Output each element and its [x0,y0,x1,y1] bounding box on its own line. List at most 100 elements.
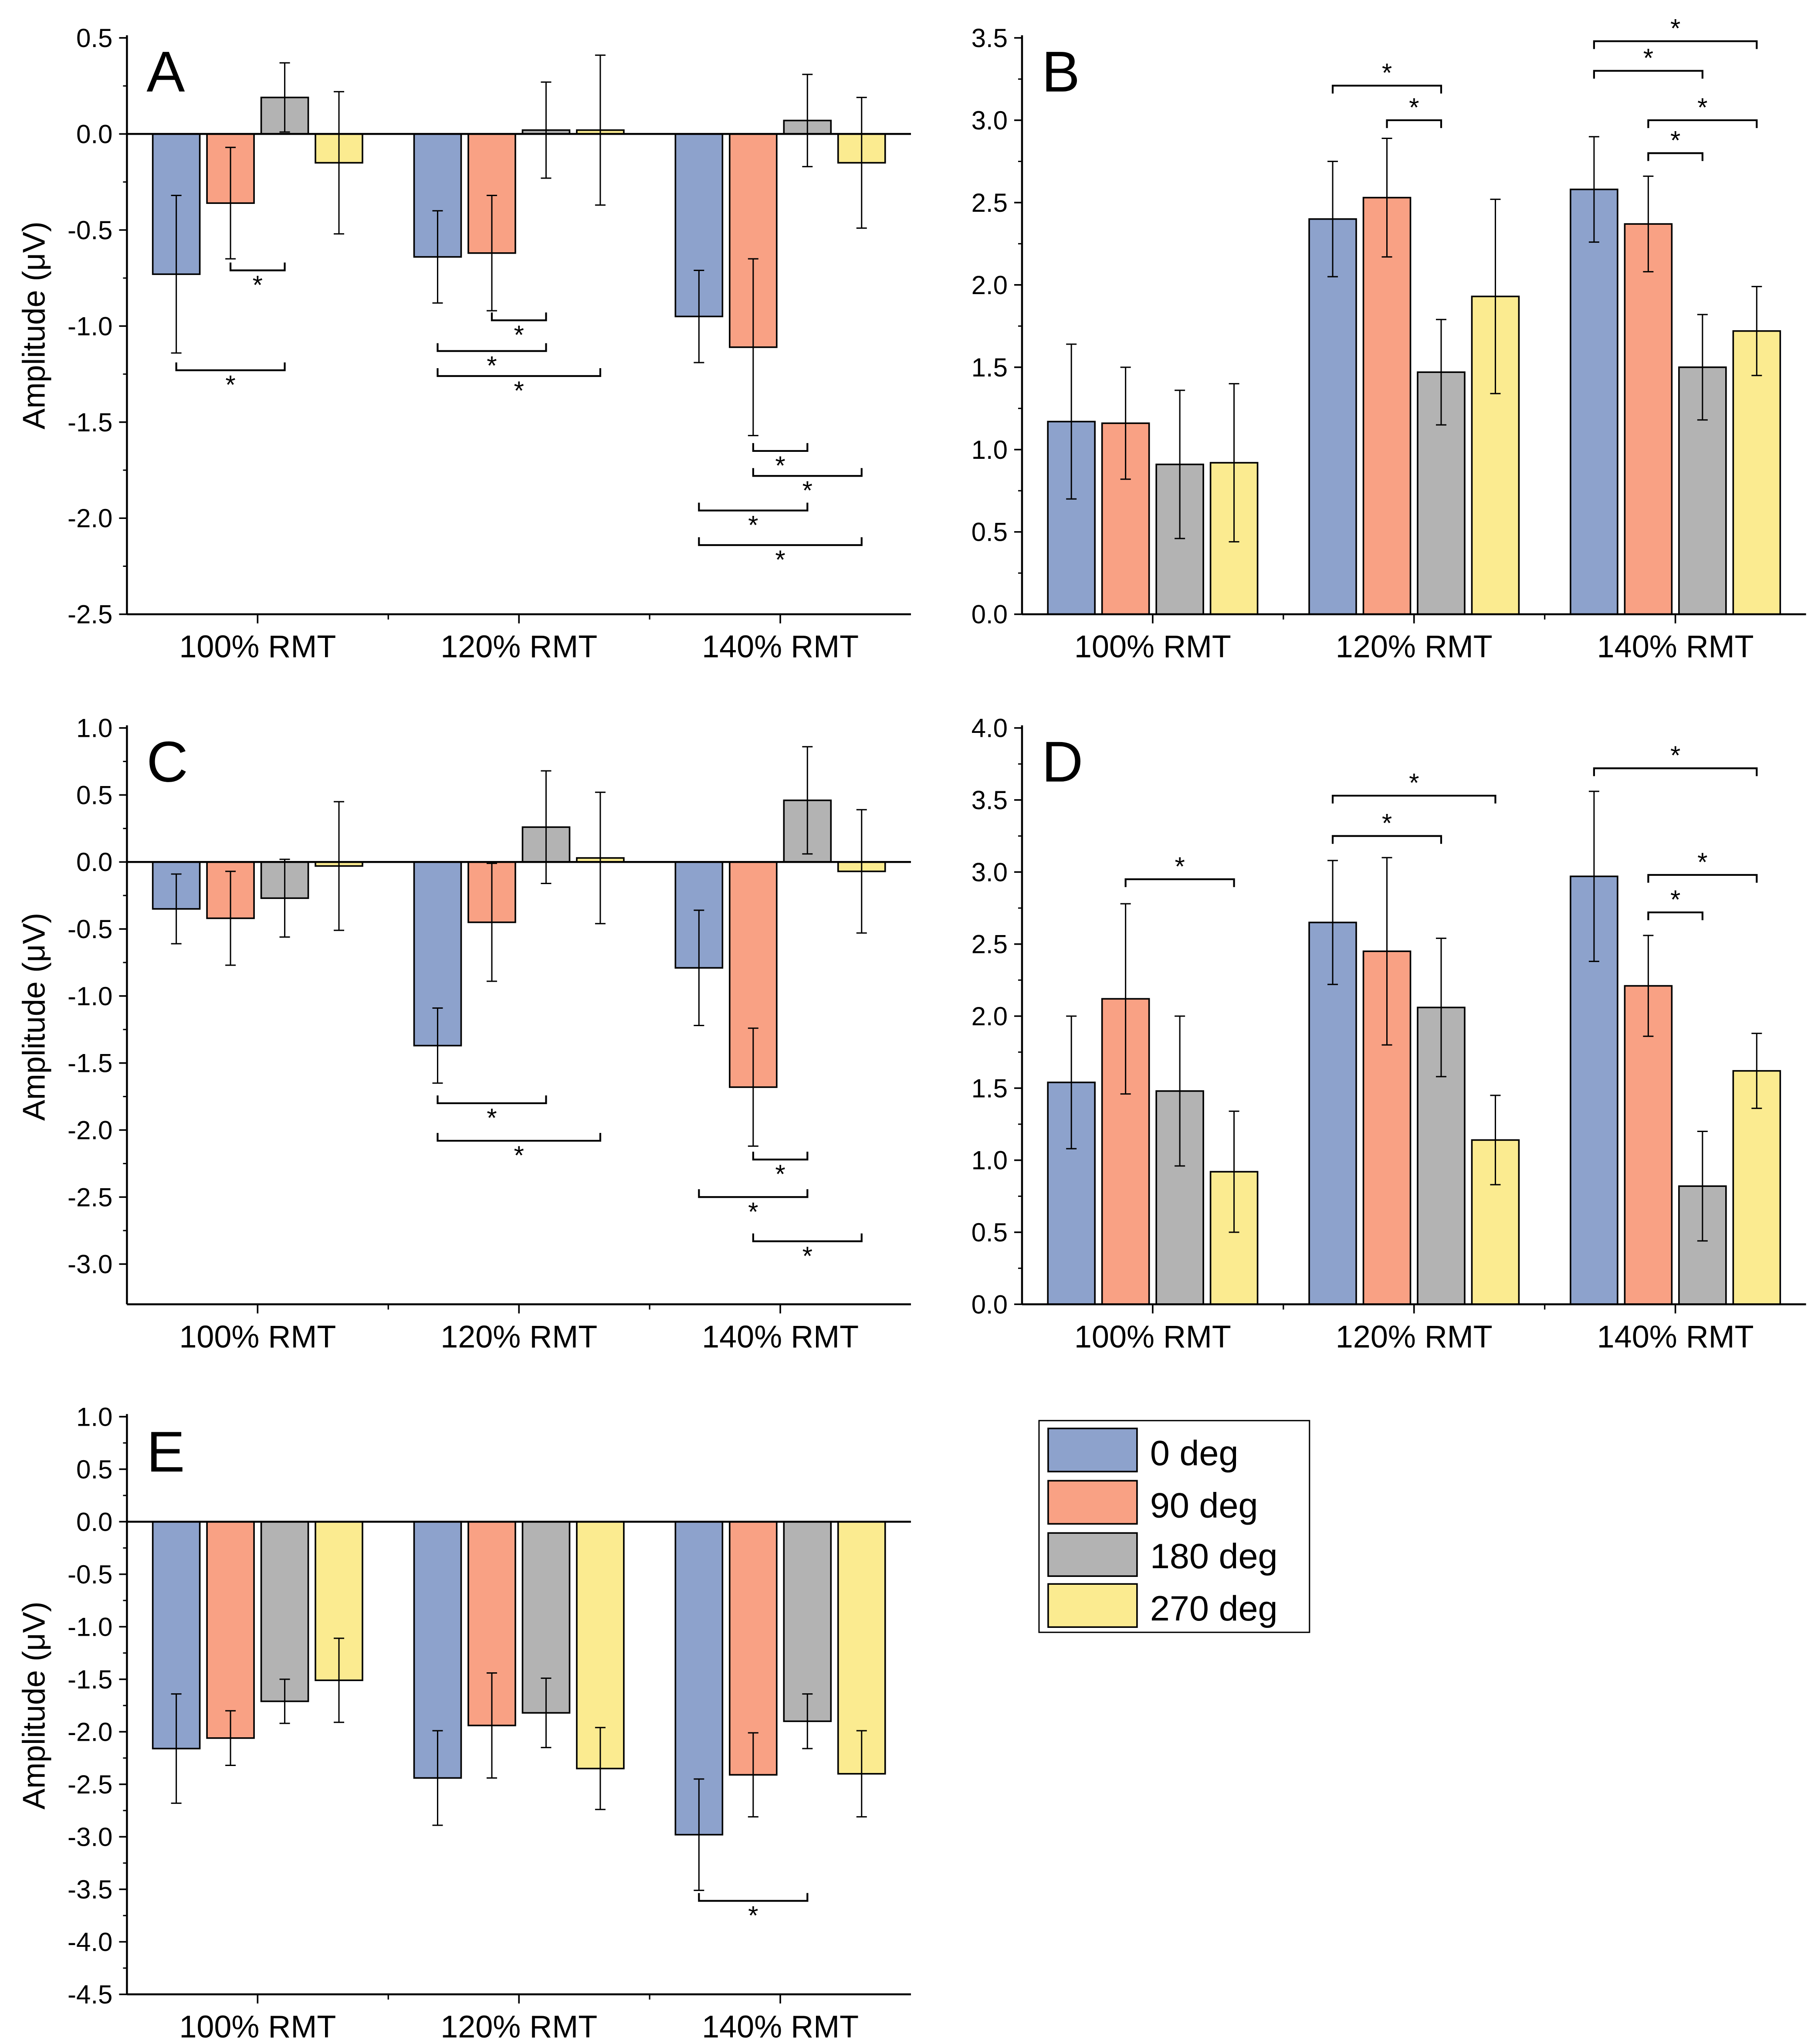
legend-swatch-3 [1047,1583,1138,1628]
y-tick-label: 0.0 [972,1290,1008,1319]
significance-bracket [752,1233,863,1242]
y-tick-label: -0.5 [68,915,112,944]
significance-star: * [748,511,758,540]
significance-bracket [1647,911,1703,920]
y-tick-label: -1.5 [68,408,112,437]
panel-label: B [1042,40,1080,104]
x-category-label: 100% RMT [179,1319,336,1354]
significance-bracket [752,443,809,452]
y-tick-label: 0.5 [76,1455,112,1484]
legend-label-1: 90 deg [1150,1486,1258,1525]
significance-star: * [487,1103,497,1132]
y-tick-label: -2.5 [68,1183,112,1212]
bar-1-2 [1624,223,1673,615]
significance-bracket [437,1133,602,1142]
y-tick-label: -4.0 [68,1928,112,1957]
legend-swatch-1 [1047,1480,1138,1525]
panel-label: C [146,730,188,794]
panel-b: 3.5 3.0 2.5 2.0 1.5 1.0 0.5 0.0 100% RMT 120% RMT… [972,14,1806,664]
bar-0-1 [1308,922,1357,1305]
significance-star: * [1697,93,1707,122]
significance-bracket [1331,85,1442,94]
y-tick-label: 1.0 [972,1146,1008,1175]
y-tick-label: 1.5 [972,353,1008,382]
x-category-label: 120% RMT [1336,630,1493,664]
significance-bracket [1331,835,1442,844]
y-tick-label: -1.0 [68,1612,112,1641]
y-tick-label: 1.0 [76,714,112,743]
significance-bracket [491,312,547,322]
panel-c: 1.0 0.5 0.0 -0.5 -1.0 -1.5 -2.0 -2.5 -3.0 100% RM… [17,714,911,1354]
legend-swatch-2 [1047,1532,1138,1577]
y-tick-label: 0.5 [972,518,1008,547]
y-tick-label: 1.0 [972,435,1008,464]
bar-1-0 [206,1521,255,1739]
significance-star: * [514,376,524,405]
significance-star: * [1409,93,1419,122]
y-axis-title: Amplitude (μV) [17,221,51,429]
y-tick-label: -2.5 [68,1770,112,1799]
x-category-label: 120% RMT [440,630,597,664]
bar-0-2 [1570,188,1618,615]
y-tick-label: -1.0 [68,982,112,1011]
y-tick-label: -4.5 [68,1980,112,2009]
y-tick-label: 3.0 [972,858,1008,887]
y-tick-label: 3.5 [972,786,1008,815]
panel-e: 1.0 0.5 0.0 -0.5 -1.0 -1.5 -2.0 -2.5 -3.0 -3.5 -4.… [17,1402,911,2044]
significance-star: * [253,270,263,299]
significance-star: * [1409,768,1419,797]
x-category-label: 120% RMT [440,1319,597,1354]
significance-bracket [1124,878,1235,887]
x-category-label: 140% RMT [1597,630,1754,664]
y-tick-label: 2.0 [972,271,1008,300]
significance-bracket [437,343,547,352]
x-category-label: 120% RMT [1336,1319,1493,1354]
y-tick-label: -1.5 [68,1049,112,1078]
significance-bracket [1647,874,1758,883]
y-tick-label: -2.5 [68,600,112,629]
significance-star: * [775,545,785,574]
significance-star: * [514,320,524,349]
significance-star: * [487,351,497,380]
y-tick-label: 0.5 [76,24,112,53]
significance-bracket [698,502,809,512]
significance-bracket [698,537,863,546]
y-tick-label: -0.5 [68,1560,112,1589]
y-tick-label: -1.5 [68,1665,112,1694]
x-category-label: 140% RMT [702,1319,859,1354]
y-tick-label: 0.5 [972,1218,1008,1247]
significance-bracket [752,468,863,477]
significance-star: * [1670,126,1680,155]
significance-star: * [225,370,235,400]
significance-star: * [748,1197,758,1226]
significance-bracket [1386,119,1442,128]
significance-star: * [802,1241,813,1271]
legend-label-0: 0 deg [1150,1434,1239,1473]
panel-label: E [146,1420,185,1484]
significance-bracket [1593,40,1758,49]
legend-label-2: 180 deg [1150,1537,1278,1576]
significance-bracket [437,368,602,377]
significance-star: * [1670,885,1680,914]
y-tick-label: -1.0 [68,312,112,341]
x-category-label: 100% RMT [1074,630,1231,664]
bar-1-1 [1362,197,1412,615]
significance-bracket [1331,794,1496,804]
significance-star: * [1382,809,1392,838]
significance-bracket [1593,70,1703,79]
significance-star: * [1175,852,1185,881]
y-tick-label: 4.0 [972,714,1008,743]
significance-bracket [437,1095,547,1105]
significance-star: * [1643,44,1653,73]
y-tick-label: 0.0 [76,119,112,149]
y-axis-title: Amplitude (μV) [17,913,51,1121]
panel-a: 0.5 0.0 -0.5 -1.0 -1.5 -2.0 -2.5 100% RMT 120% R… [17,24,911,664]
panel-d: 4.0 3.5 3.0 2.5 2.0 1.5 1.0 0.5 0.0 100% RMT 120% … [972,714,1806,1354]
y-axis-title: Amplitude (μV) [17,1601,51,1809]
legend: 0 deg 90 deg 180 deg 270 deg [1038,1420,1310,1633]
y-tick-label: 0.0 [76,1507,112,1536]
bar-0-1 [1308,218,1357,615]
legend-label-3: 270 deg [1150,1589,1278,1628]
y-tick-label: -3.5 [68,1875,112,1904]
